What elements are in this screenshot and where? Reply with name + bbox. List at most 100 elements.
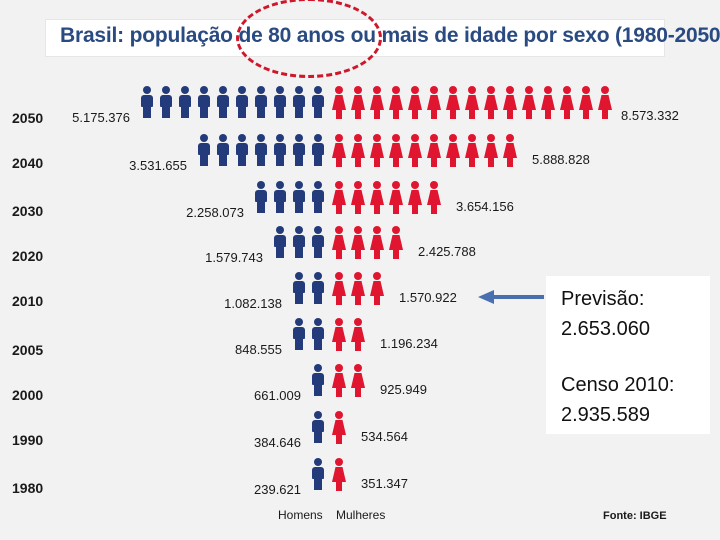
men-value-label: 239.621 <box>254 482 301 497</box>
man-icon <box>254 181 268 215</box>
legend-men: Homens <box>278 508 323 522</box>
woman-icon <box>351 86 365 120</box>
year-label: 2050 <box>12 110 44 126</box>
source-note: Fonte: IBGE <box>603 510 667 522</box>
man-icon <box>216 86 230 120</box>
woman-icon <box>332 226 346 260</box>
woman-icon <box>389 86 403 120</box>
woman-icon <box>332 318 346 352</box>
man-icon <box>311 134 325 168</box>
woman-icon <box>370 272 384 306</box>
women-value-label: 3.654.156 <box>456 199 514 214</box>
man-icon <box>292 134 306 168</box>
man-icon <box>311 364 325 398</box>
woman-icon <box>351 226 365 260</box>
man-icon <box>273 226 287 260</box>
woman-icon <box>427 86 441 120</box>
woman-icon <box>446 86 460 120</box>
woman-icon <box>332 272 346 306</box>
woman-icon <box>579 86 593 120</box>
man-icon <box>216 134 230 168</box>
man-icon <box>273 134 287 168</box>
man-icon <box>197 134 211 168</box>
woman-icon <box>332 458 346 492</box>
women-value-label: 351.347 <box>361 476 408 491</box>
woman-icon <box>503 86 517 120</box>
woman-icon <box>370 134 384 168</box>
forecast-value: 2.653.060 <box>561 318 650 340</box>
legend-women: Mulheres <box>336 508 386 522</box>
woman-icon <box>503 134 517 168</box>
women-value-label: 5.888.828 <box>532 152 590 167</box>
woman-icon <box>332 364 346 398</box>
comparison-panel: Previsão: 2.653.060 Censo 2010: 2.935.58… <box>546 276 710 434</box>
year-label: 2040 <box>12 155 44 171</box>
woman-icon <box>465 134 479 168</box>
woman-icon <box>370 86 384 120</box>
woman-icon <box>484 86 498 120</box>
man-icon <box>292 226 306 260</box>
woman-icon <box>389 226 403 260</box>
man-icon <box>311 86 325 120</box>
man-icon <box>311 318 325 352</box>
men-value-label: 5.175.376 <box>72 110 130 125</box>
man-icon <box>273 181 287 215</box>
man-icon <box>197 86 211 120</box>
men-value-label: 2.258.073 <box>186 205 244 220</box>
man-icon <box>311 458 325 492</box>
men-value-label: 661.009 <box>254 388 301 403</box>
woman-icon <box>560 86 574 120</box>
year-label: 2005 <box>12 342 44 358</box>
men-value-label: 1.082.138 <box>224 296 282 311</box>
man-icon <box>311 272 325 306</box>
man-icon <box>311 181 325 215</box>
woman-icon <box>408 86 422 120</box>
chart-title: Brasil: população de 80 anos ou mais de … <box>60 24 720 47</box>
year-label: 1990 <box>12 432 44 448</box>
year-label: 2010 <box>12 293 44 309</box>
woman-icon <box>351 318 365 352</box>
men-value-label: 1.579.743 <box>205 250 263 265</box>
woman-icon <box>332 411 346 445</box>
arrow-icon <box>478 290 546 304</box>
man-icon <box>235 134 249 168</box>
man-icon <box>273 86 287 120</box>
woman-icon <box>351 364 365 398</box>
man-icon <box>292 318 306 352</box>
man-icon <box>235 86 249 120</box>
woman-icon <box>446 134 460 168</box>
woman-icon <box>351 272 365 306</box>
men-value-label: 384.646 <box>254 435 301 450</box>
census-value: 2.935.589 <box>561 404 650 426</box>
woman-icon <box>389 181 403 215</box>
man-icon <box>292 181 306 215</box>
woman-icon <box>370 181 384 215</box>
year-label: 2000 <box>12 387 44 403</box>
year-label: 2030 <box>12 203 44 219</box>
man-icon <box>292 86 306 120</box>
women-value-label: 925.949 <box>380 382 427 397</box>
woman-icon <box>332 134 346 168</box>
women-value-label: 534.564 <box>361 429 408 444</box>
woman-icon <box>484 134 498 168</box>
highlight-circle <box>236 0 382 78</box>
women-value-label: 8.573.332 <box>621 108 679 123</box>
men-value-label: 3.531.655 <box>129 158 187 173</box>
woman-icon <box>351 134 365 168</box>
women-value-label: 2.425.788 <box>418 244 476 259</box>
man-icon <box>311 226 325 260</box>
woman-icon <box>598 86 612 120</box>
man-icon <box>159 86 173 120</box>
women-value-label: 1.570.922 <box>399 290 457 305</box>
woman-icon <box>427 181 441 215</box>
man-icon <box>254 134 268 168</box>
woman-icon <box>541 86 555 120</box>
woman-icon <box>351 181 365 215</box>
year-label: 2020 <box>12 248 44 264</box>
woman-icon <box>408 134 422 168</box>
woman-icon <box>465 86 479 120</box>
man-icon <box>254 86 268 120</box>
man-icon <box>140 86 154 120</box>
woman-icon <box>408 181 422 215</box>
